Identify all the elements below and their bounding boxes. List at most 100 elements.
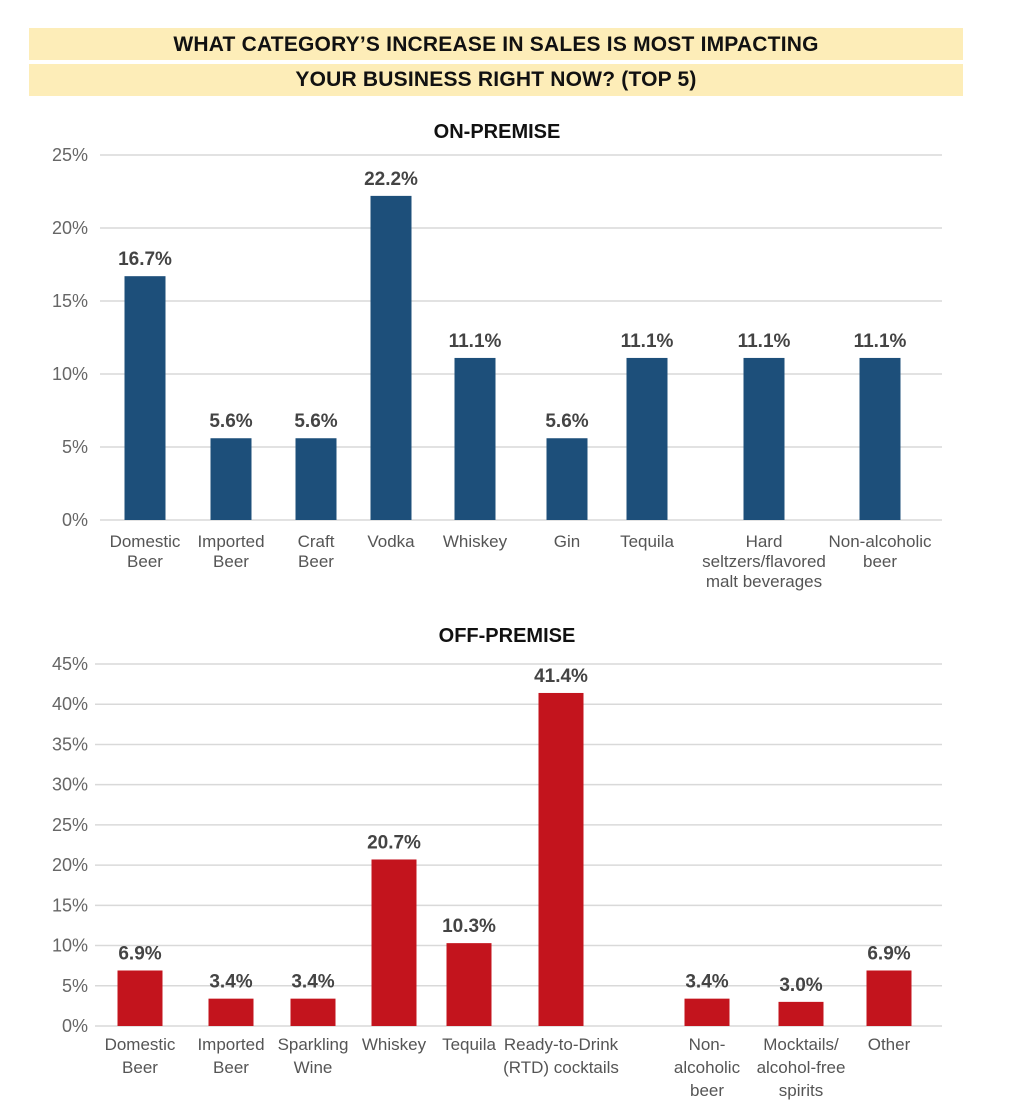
off-premise-y-tick-label: 45% — [52, 654, 88, 674]
on-premise-bar — [859, 357, 901, 520]
on-premise-y-tick-label: 10% — [52, 364, 88, 384]
off-premise-bar — [117, 970, 163, 1026]
off-premise-category-label: Domestic Beer — [105, 1035, 176, 1077]
off-premise-title: OFF-PREMISE — [439, 625, 576, 647]
off-premise-bar — [208, 998, 254, 1026]
on-premise-category-label-line: Beer — [298, 552, 334, 571]
off-premise-bar — [371, 859, 417, 1026]
off-premise-category-label: Whiskey — [362, 1035, 427, 1054]
on-premise-category-label-line: Imported — [197, 532, 264, 551]
off-premise-category-label-line: alcoholic — [674, 1058, 741, 1077]
off-premise-bar — [778, 1001, 824, 1026]
off-premise-y-tick-label: 30% — [52, 775, 88, 795]
off-premise-category-label: Imported Beer — [197, 1035, 264, 1077]
on-premise-category-label-line: Whiskey — [443, 532, 508, 551]
on-premise-y-tick-label: 0% — [62, 510, 88, 530]
on-premise-category-label: Whiskey — [443, 532, 508, 551]
off-premise-data-label: 6.9% — [118, 943, 161, 964]
on-premise-bar — [454, 357, 496, 520]
off-premise-category-label-line: Tequila — [442, 1035, 496, 1054]
on-premise-category-label: Tequila — [620, 532, 674, 551]
off-premise-y-tick-label: 25% — [52, 815, 88, 835]
off-premise-bar — [866, 970, 912, 1026]
off-premise-category-label-line: Imported — [197, 1035, 264, 1054]
on-premise-bar — [626, 357, 668, 520]
off-premise-category-label-line: Sparkling — [278, 1035, 349, 1054]
off-premise-category-label-line: beer — [690, 1081, 724, 1100]
on-premise-category-label: Vodka — [367, 532, 415, 551]
on-premise-category-label: Domestic Beer — [110, 532, 181, 571]
on-premise-category-label: Gin — [554, 532, 580, 551]
title-banner-line-2: YOUR BUSINESS RIGHT NOW? (TOP 5) — [29, 64, 963, 96]
on-premise-category-label-line: Beer — [213, 552, 249, 571]
title-banner-line-1: WHAT CATEGORY’S INCREASE IN SALES IS MOS… — [29, 28, 963, 60]
off-premise-category-label: Mocktails/alcohol-free spirits — [757, 1035, 846, 1100]
on-premise-category-label-line: Tequila — [620, 532, 674, 551]
off-premise-data-label: 41.4% — [534, 666, 588, 687]
off-premise-category-label-line: spirits — [779, 1081, 823, 1100]
off-premise-data-label: 10.3% — [442, 916, 496, 937]
off-premise-category-label: Non-alcoholic beer — [674, 1035, 741, 1100]
off-premise-category-label-line: Whiskey — [362, 1035, 427, 1054]
off-premise-data-label: 20.7% — [367, 832, 421, 853]
on-premise-chart: ON-PREMISE 0% 5% 10% 15% 20% 25% 16.7% Domestic… — [52, 121, 942, 591]
off-premise-bar — [538, 692, 584, 1026]
on-premise-y-tick-label: 5% — [62, 437, 88, 457]
on-premise-category-label-line: Non-alcoholic — [829, 532, 932, 551]
on-premise-data-label: 11.1% — [621, 331, 674, 352]
on-premise-category-label-line: seltzers/flavored — [702, 552, 826, 571]
on-premise-bar — [295, 438, 337, 520]
off-premise-bar — [684, 998, 730, 1026]
off-premise-category-label-line: Ready-to-Drink — [504, 1035, 619, 1054]
on-premise-category-label-line: Vodka — [367, 532, 415, 551]
off-premise-bar — [290, 998, 336, 1026]
on-premise-y-tick-label: 20% — [52, 218, 88, 238]
off-premise-category-label-line: Non- — [689, 1035, 726, 1054]
on-premise-y-tick-label: 15% — [52, 291, 88, 311]
off-premise-data-label: 3.4% — [291, 972, 334, 993]
on-premise-category-label-line: Craft — [298, 532, 335, 551]
on-premise-bar — [124, 276, 166, 520]
on-premise-data-label: 5.6% — [294, 411, 337, 432]
off-premise-y-tick-label: 0% — [62, 1016, 88, 1036]
on-premise-data-label: 16.7% — [118, 249, 172, 270]
on-premise-category-label-line: malt beverages — [706, 572, 822, 591]
on-premise-category-label-line: Hard — [746, 532, 783, 551]
on-premise-data-label: 11.1% — [738, 331, 791, 352]
on-premise-bar — [546, 438, 588, 520]
off-premise-category-label-line: Domestic — [105, 1035, 176, 1054]
on-premise-category-label-line: Gin — [554, 532, 580, 551]
on-premise-category-label-line: Domestic — [110, 532, 181, 551]
on-premise-bar — [370, 195, 412, 520]
off-premise-y-tick-label: 20% — [52, 855, 88, 875]
on-premise-data-label: 11.1% — [854, 331, 907, 352]
off-premise-category-label-line: (RTD) cocktails — [503, 1058, 619, 1077]
on-premise-category-label: Craft Beer — [298, 532, 335, 571]
off-premise-y-tick-label: 5% — [62, 976, 88, 996]
off-premise-category-label-line: alcohol-free — [757, 1058, 846, 1077]
on-premise-category-label: Hard seltzers/flavored malt beverages — [702, 532, 826, 591]
off-premise-data-label: 3.4% — [209, 972, 252, 993]
on-premise-data-label: 11.1% — [449, 331, 502, 352]
off-premise-chart: OFF-PREMISE 0% 5% 10% 15% 20% 25% 30% 35% 40% 45%… — [52, 625, 942, 1100]
on-premise-data-label: 5.6% — [545, 411, 588, 432]
off-premise-y-tick-label: 15% — [52, 895, 88, 915]
on-premise-category-label: Non-alcoholic beer — [829, 532, 932, 571]
off-premise-y-tick-label: 40% — [52, 694, 88, 714]
on-premise-bar — [743, 357, 785, 520]
on-premise-bar — [210, 438, 252, 520]
off-premise-data-label: 6.9% — [867, 943, 910, 964]
on-premise-data-label: 5.6% — [209, 411, 252, 432]
off-premise-category-label-line: Mocktails/ — [763, 1035, 839, 1054]
off-premise-category-label-line: Other — [868, 1035, 911, 1054]
off-premise-data-label: 3.0% — [779, 975, 822, 996]
off-premise-y-tick-label: 10% — [52, 936, 88, 956]
off-premise-y-tick-label: 35% — [52, 734, 88, 754]
off-premise-category-label: Sparkling Wine — [278, 1035, 349, 1077]
off-premise-category-label-line: Beer — [213, 1058, 249, 1077]
on-premise-category-label-line: beer — [863, 552, 897, 571]
on-premise-title: ON-PREMISE — [434, 121, 561, 143]
off-premise-category-label: Ready-to-Drink (RTD) cocktails — [503, 1035, 619, 1077]
on-premise-category-label: Imported Beer — [197, 532, 264, 571]
